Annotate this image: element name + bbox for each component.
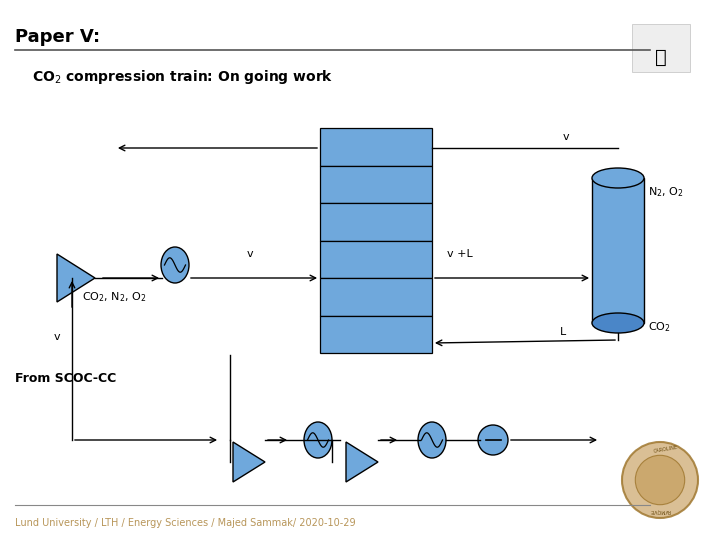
Ellipse shape bbox=[592, 168, 644, 188]
Text: Paper V:: Paper V: bbox=[15, 28, 100, 46]
Circle shape bbox=[478, 425, 508, 455]
Text: From SCOC-CC: From SCOC-CC bbox=[15, 372, 116, 385]
Bar bbox=[320, 240, 432, 278]
Text: CO$_2$: CO$_2$ bbox=[648, 320, 671, 334]
Text: CAROLINE: CAROLINE bbox=[653, 445, 678, 454]
Polygon shape bbox=[346, 442, 378, 482]
Text: RVMQVE: RVMQVE bbox=[649, 509, 671, 514]
FancyBboxPatch shape bbox=[632, 24, 690, 72]
Text: v: v bbox=[247, 249, 253, 259]
Text: L: L bbox=[560, 327, 566, 337]
Bar bbox=[320, 203, 432, 240]
Circle shape bbox=[622, 442, 698, 518]
Circle shape bbox=[635, 455, 685, 505]
Text: N$_2$, O$_2$: N$_2$, O$_2$ bbox=[648, 185, 683, 199]
Polygon shape bbox=[233, 442, 265, 482]
Text: CO$_2$ compression train: On going work: CO$_2$ compression train: On going work bbox=[32, 68, 333, 86]
Bar bbox=[320, 165, 432, 203]
Bar bbox=[320, 278, 432, 315]
Ellipse shape bbox=[304, 422, 332, 458]
Text: 🖨: 🖨 bbox=[655, 48, 667, 67]
Text: Lund University / LTH / Energy Sciences / Majed Sammak/ 2020-10-29: Lund University / LTH / Energy Sciences … bbox=[15, 518, 356, 528]
Text: v: v bbox=[563, 132, 569, 142]
Ellipse shape bbox=[161, 247, 189, 283]
Text: CO$_2$, N$_2$, O$_2$: CO$_2$, N$_2$, O$_2$ bbox=[82, 290, 147, 304]
Bar bbox=[320, 128, 432, 165]
Ellipse shape bbox=[592, 313, 644, 333]
Bar bbox=[320, 315, 432, 353]
Ellipse shape bbox=[418, 422, 446, 458]
Polygon shape bbox=[57, 254, 95, 302]
Text: v: v bbox=[54, 332, 61, 342]
Bar bbox=[592, 178, 644, 323]
Text: v +L: v +L bbox=[447, 249, 473, 259]
